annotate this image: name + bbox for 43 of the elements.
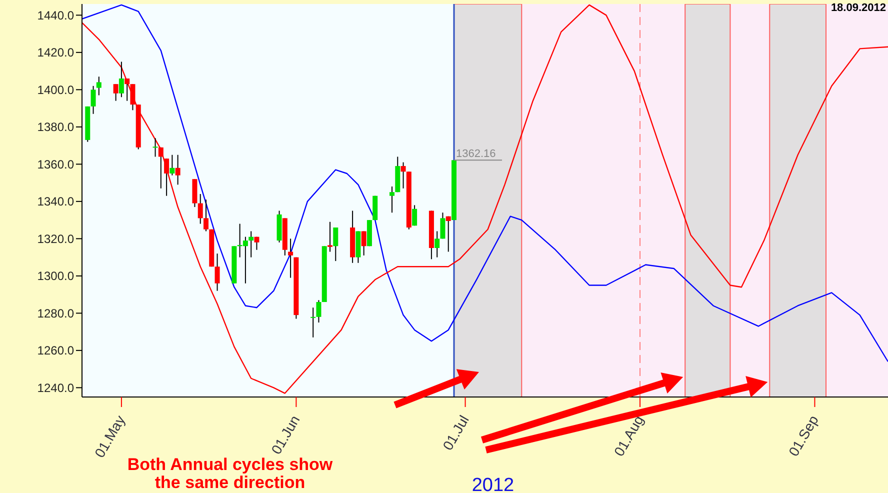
candlestick xyxy=(204,199,208,232)
candlestick xyxy=(316,300,322,323)
candlestick xyxy=(170,154,175,176)
y-tick-label: 1260.0 xyxy=(37,344,74,358)
candlestick xyxy=(400,162,406,189)
y-tick-label: 1240.0 xyxy=(37,380,74,395)
y-tick-label: 1360.0 xyxy=(37,157,74,172)
candlestick xyxy=(440,212,446,240)
candlestick xyxy=(254,236,260,250)
candlestick xyxy=(198,193,203,224)
candlestick xyxy=(248,230,254,258)
candlestick xyxy=(412,204,418,226)
y-tick-label: 1280.0 xyxy=(37,306,74,320)
y-tick-label: 1300.0 xyxy=(37,269,74,284)
candlestick xyxy=(328,221,332,252)
candlestick xyxy=(175,154,180,186)
annotation: 18.09.2012 xyxy=(830,2,886,14)
text: Both Annual cycles show the same direction xyxy=(127,455,334,492)
y-tick-label: 1320.0 xyxy=(37,232,74,246)
candlestick xyxy=(118,61,124,98)
x-axis-title: 2012 xyxy=(472,475,514,493)
candlestick xyxy=(152,138,158,158)
candlestick xyxy=(214,253,220,292)
y-tick-label: 1400.0 xyxy=(37,82,74,97)
y-tick-label: 1340.0 xyxy=(37,194,74,209)
candlestick xyxy=(333,227,338,262)
candlestick xyxy=(288,238,294,278)
candlestick xyxy=(390,186,394,214)
y-tick-label: 1440.0 xyxy=(37,8,74,22)
candlestick xyxy=(164,158,170,196)
y-tick-label: 1420.0 xyxy=(37,46,74,60)
annotation: 1362.16 xyxy=(456,148,496,160)
y-tick-label: 1380.0 xyxy=(37,120,74,134)
candlestick xyxy=(96,76,102,96)
candlestick xyxy=(130,84,136,111)
candlestick xyxy=(361,230,366,256)
candlestick xyxy=(310,307,316,338)
candlestick xyxy=(124,78,130,102)
candlestick xyxy=(90,85,96,114)
candlestick xyxy=(158,146,164,189)
candlestick xyxy=(434,230,440,258)
candlestick xyxy=(446,216,451,252)
candlestick xyxy=(113,84,118,102)
